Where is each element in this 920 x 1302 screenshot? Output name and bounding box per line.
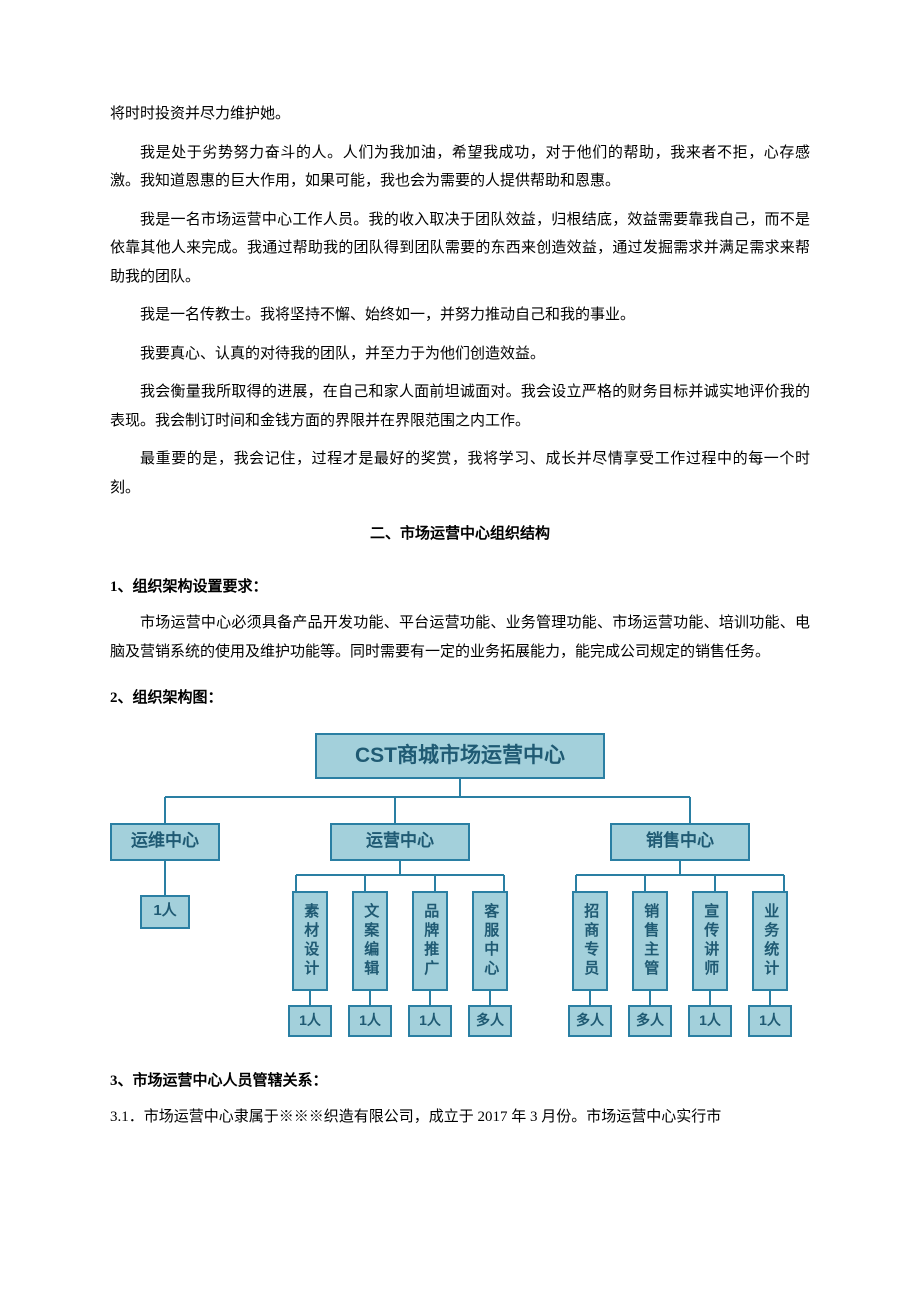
org-leaf-node: 业务统计 — [752, 891, 788, 991]
org-branch-operations: 运营中心 素材设计1人文案编辑1人品牌推广1人客服中心多人 — [270, 823, 530, 1037]
org-node: 运营中心 — [330, 823, 470, 861]
org-count-node: 1人 — [140, 895, 190, 929]
org-leaf-node: 招商专员 — [572, 891, 608, 991]
paragraph: 将时时投资并尽力维护她。 — [110, 100, 810, 129]
document-page: 将时时投资并尽力维护她。 我是处于劣势努力奋斗的人。人们为我加油，希望我成功，对… — [0, 0, 920, 1202]
org-connector — [709, 991, 711, 1005]
subheading-3: 3、市场运营中心人员管辖关系： — [110, 1067, 810, 1096]
org-leaf-node: 宣传讲师 — [692, 891, 728, 991]
org-count-node: 多人 — [468, 1005, 512, 1037]
org-leaf-column: 文案编辑 1人 — [348, 891, 392, 1037]
paragraph: 我是一名传教士。我将坚持不懈、始终如一，并努力推动自己和我的事业。 — [110, 301, 810, 330]
org-root-node: CST商城市场运营中心 — [315, 733, 605, 779]
org-connector — [110, 779, 810, 823]
org-count-node: 1人 — [348, 1005, 392, 1037]
org-leaf-column: 招商专员多人 — [568, 891, 612, 1037]
org-connector — [429, 991, 431, 1005]
org-count-node: 多人 — [628, 1005, 672, 1037]
org-leaf-node: 客服中心 — [472, 891, 508, 991]
org-chart: CST商城市场运营中心 运维中心 1人 — [110, 733, 810, 1037]
org-leaf-column: 品牌推广 1人 — [408, 891, 452, 1037]
org-connector — [649, 991, 651, 1005]
org-connector — [369, 991, 371, 1005]
org-branch-maintenance: 运维中心 1人 — [110, 823, 220, 929]
org-connector — [489, 991, 491, 1005]
subheading-2: 2、组织架构图： — [110, 684, 810, 713]
org-count-node: 1人 — [748, 1005, 792, 1037]
section-title: 二、市场运营中心组织结构 — [110, 520, 810, 549]
paragraph: 我要真心、认真的对待我的团队，并至力于为他们创造效益。 — [110, 340, 810, 369]
org-leaf-column: 素材设计 1人 — [288, 891, 332, 1037]
org-leaf-node: 销售主管 — [632, 891, 668, 991]
org-connector — [769, 991, 771, 1005]
paragraph: 我是一名市场运营中心工作人员。我的收入取决于团队效益，归根结底，效益需要靠我自己… — [110, 206, 810, 292]
org-count-node: 1人 — [688, 1005, 732, 1037]
paragraph: 我是处于劣势努力奋斗的人。人们为我加油，希望我成功，对于他们的帮助，我来者不拒，… — [110, 139, 810, 196]
org-node: 运维中心 — [110, 823, 220, 861]
paragraph: 最重要的是，我会记住，过程才是最好的奖赏，我将学习、成长并尽情享受工作过程中的每… — [110, 445, 810, 502]
paragraph: 市场运营中心必须具备产品开发功能、平台运营功能、业务管理功能、市场运营功能、培训… — [110, 609, 810, 666]
org-connector — [309, 991, 311, 1005]
paragraph: 我会衡量我所取得的进展，在自己和家人面前坦诚面对。我会设立严格的财务目标并诚实地… — [110, 378, 810, 435]
org-leaf-column: 客服中心多人 — [468, 891, 512, 1037]
org-branch-sales: 销售中心 招商专员多人销售主管多人宣传讲师1人业务统计1人 — [550, 823, 810, 1037]
org-connector — [589, 991, 591, 1005]
org-count-node: 多人 — [568, 1005, 612, 1037]
org-leaf-column: 宣传讲师 1人 — [688, 891, 732, 1037]
subheading-1: 1、组织架构设置要求： — [110, 573, 810, 602]
org-leaf-node: 品牌推广 — [412, 891, 448, 991]
org-leaf-column: 业务统计 1人 — [748, 891, 792, 1037]
org-leaf-node: 素材设计 — [292, 891, 328, 991]
org-leaf-column: 销售主管多人 — [628, 891, 672, 1037]
org-node: 销售中心 — [610, 823, 750, 861]
paragraph: 3.1．市场运营中心隶属于※※※织造有限公司，成立于 2017 年 3 月份。市… — [110, 1103, 810, 1132]
org-count-node: 1人 — [408, 1005, 452, 1037]
org-leaf-node: 文案编辑 — [352, 891, 388, 991]
org-count-node: 1人 — [288, 1005, 332, 1037]
